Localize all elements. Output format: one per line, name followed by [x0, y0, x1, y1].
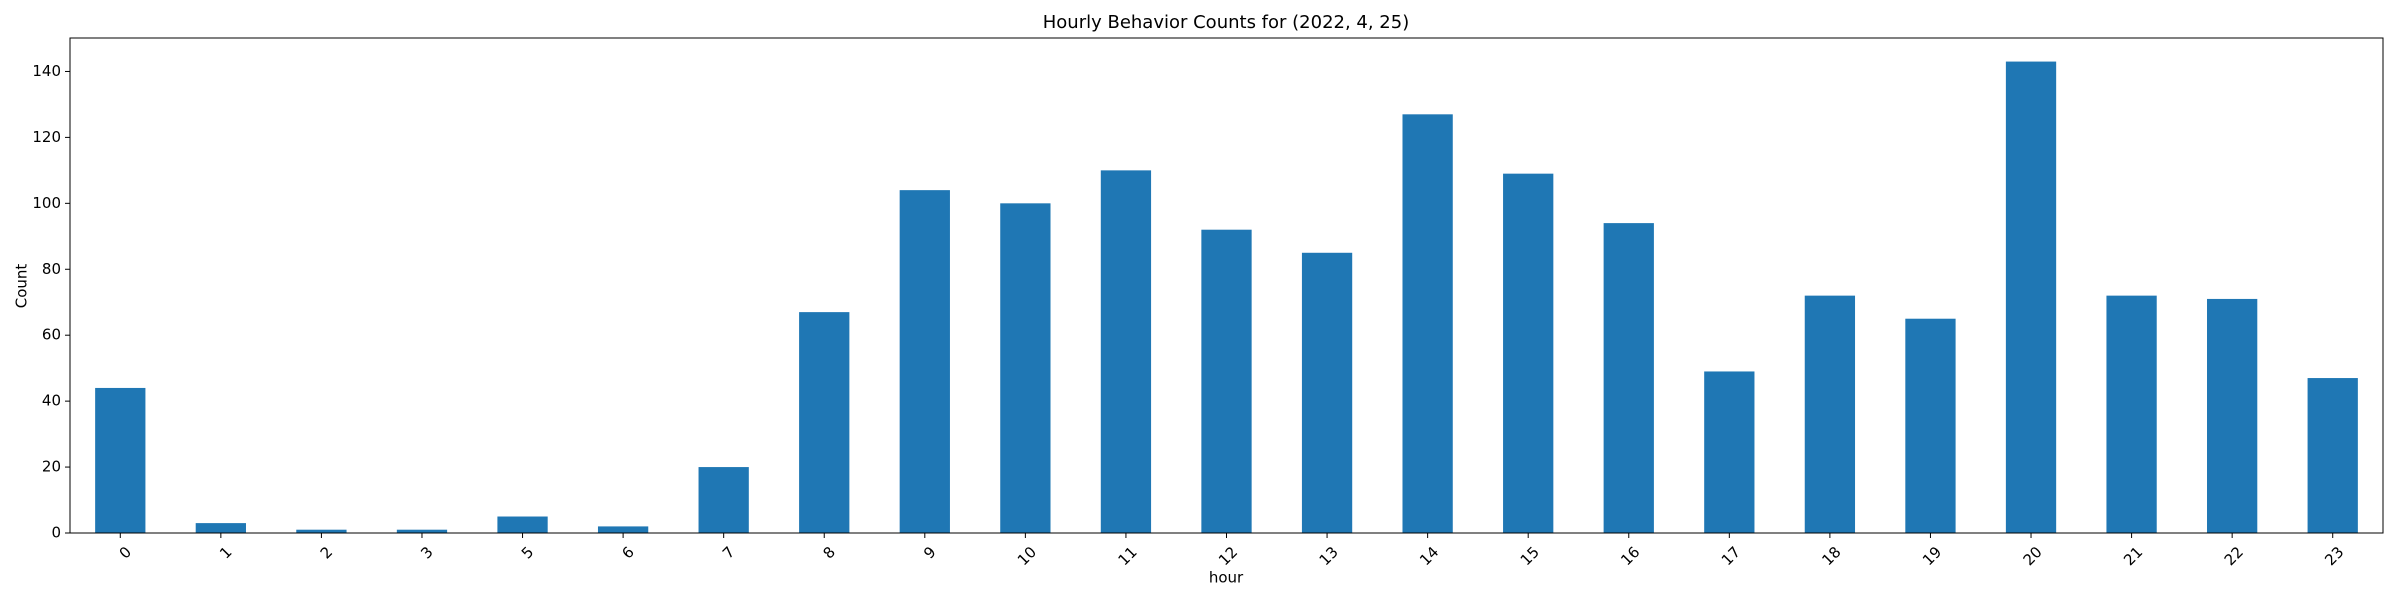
- bar: [799, 312, 850, 533]
- x-tick-label: 5: [518, 543, 537, 562]
- x-tick-label: 18: [1818, 543, 1844, 569]
- bar: [296, 529, 347, 533]
- bar: [698, 467, 749, 533]
- bar: [597, 526, 649, 533]
- bar: [1704, 371, 1755, 533]
- bar: [1905, 318, 1956, 533]
- bar: [1503, 173, 1554, 533]
- bar: [1100, 170, 1152, 533]
- x-tick-label: 12: [1215, 543, 1241, 569]
- y-tick-label: 60: [42, 326, 61, 344]
- y-axis-label: Count: [13, 264, 31, 309]
- x-tick-label: 17: [1718, 543, 1744, 569]
- x-tick-label: 23: [2321, 543, 2347, 569]
- x-tick-label: 14: [1416, 543, 1442, 569]
- bar: [1000, 203, 1051, 534]
- x-tick-label: 19: [1919, 543, 1945, 569]
- x-tick-label: 8: [820, 543, 839, 562]
- bar: [497, 516, 548, 533]
- x-tick-label: 9: [920, 543, 939, 562]
- x-tick-label: 16: [1617, 543, 1643, 569]
- bar: [2106, 295, 2157, 533]
- bar: [899, 190, 950, 533]
- y-tick-label: 120: [32, 128, 61, 146]
- bar: [2207, 298, 2258, 533]
- x-tick-label: 11: [1114, 543, 1140, 569]
- x-tick-label: 6: [618, 543, 637, 562]
- plot-frame: [69, 37, 2384, 534]
- x-tick-label: 0: [116, 543, 135, 562]
- x-tick-label: 3: [417, 543, 436, 562]
- bar: [1201, 229, 1252, 533]
- y-tick-label: 40: [42, 392, 61, 410]
- x-tick-label: 7: [719, 543, 738, 562]
- y-tick-label: 80: [42, 260, 61, 278]
- x-tick-label: 22: [2221, 543, 2247, 569]
- bar: [95, 387, 146, 533]
- x-tick-label: 10: [1014, 543, 1040, 569]
- x-tick-label: 1: [216, 543, 235, 562]
- bar: [1603, 223, 1654, 533]
- y-tick-label: 100: [32, 194, 61, 212]
- y-tick-label: 140: [32, 62, 61, 80]
- bar: [1301, 252, 1353, 533]
- bar: [2005, 61, 2057, 533]
- x-tick-label: 2: [317, 543, 336, 562]
- x-tick-label: 20: [2020, 543, 2046, 569]
- chart-title: Hourly Behavior Counts for (2022, 4, 25): [1043, 12, 1410, 33]
- bar: [2307, 378, 2358, 533]
- x-axis-label: hour: [1209, 569, 1244, 587]
- bar: [195, 523, 246, 533]
- bar: [396, 529, 448, 533]
- x-tick-label: 13: [1316, 543, 1342, 569]
- x-tick-label: 21: [2120, 543, 2146, 569]
- y-tick-label: 0: [51, 524, 61, 542]
- x-tick-label: 15: [1517, 543, 1543, 569]
- bar: [1804, 295, 1856, 533]
- y-tick-label: 20: [42, 458, 61, 476]
- bar: [1402, 114, 1453, 534]
